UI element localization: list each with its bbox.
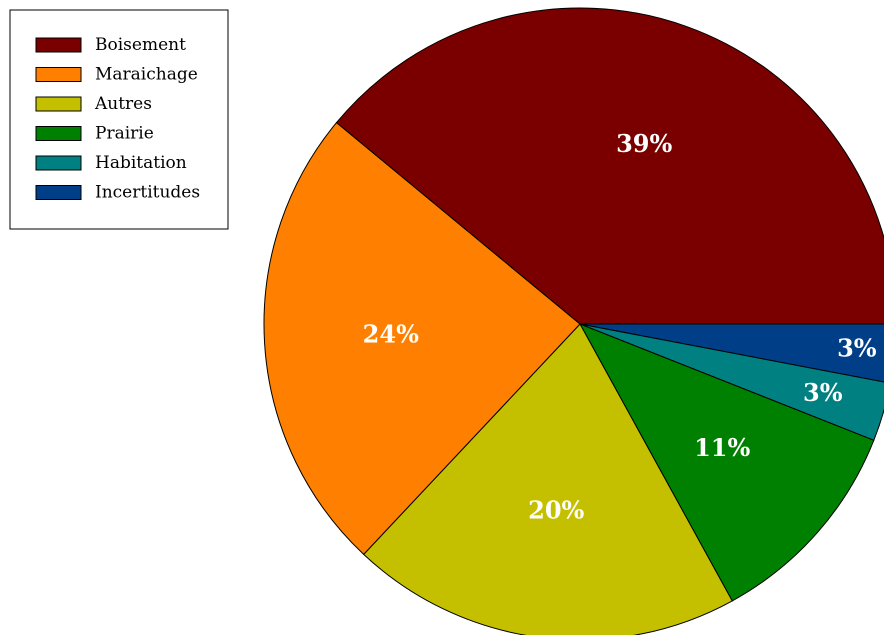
legend-label-incertitudes: Incertitudes (95, 183, 200, 203)
value-label-incertitudes: 3% (837, 334, 877, 363)
legend-swatch-boisement (36, 38, 81, 52)
value-label-boisement: 39% (616, 129, 672, 158)
legend-swatch-autres (36, 97, 81, 111)
value-label-habitation: 3% (803, 378, 843, 407)
legend-label-prairie: Prairie (95, 124, 154, 144)
pie-slices (264, 8, 884, 635)
legend: Boisement Maraichage Autres Prairie Habitati… (10, 10, 228, 229)
value-label-prairie: 11% (694, 433, 750, 462)
legend-swatch-incertitudes (36, 186, 81, 200)
legend-swatch-maraichage (36, 68, 81, 82)
legend-swatch-habitation (36, 156, 81, 170)
legend-label-boisement: Boisement (95, 35, 186, 55)
value-label-maraichage: 24% (363, 319, 419, 348)
legend-label-habitation: Habitation (95, 153, 187, 173)
legend-label-maraichage: Maraichage (95, 65, 198, 85)
legend-label-autres: Autres (94, 94, 152, 114)
legend-swatch-prairie (36, 127, 81, 141)
value-label-autres: 20% (528, 496, 584, 525)
